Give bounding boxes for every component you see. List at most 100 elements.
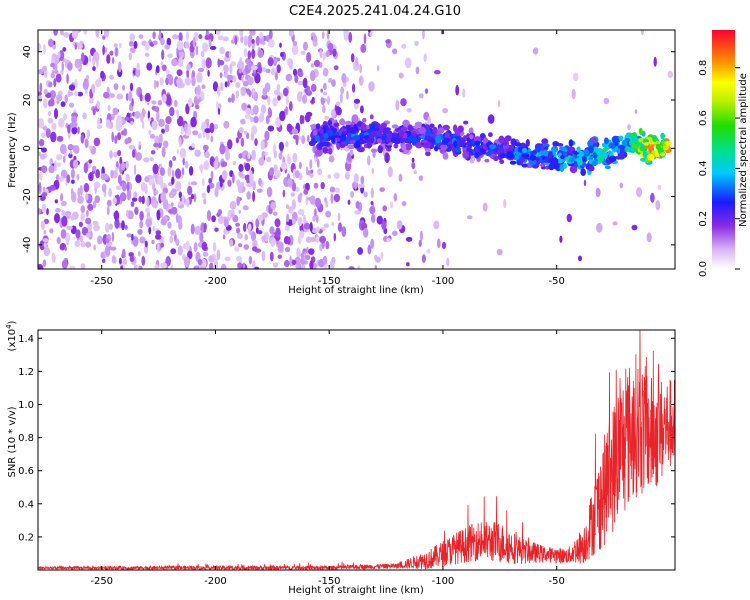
noise-cell bbox=[354, 210, 361, 215]
noise-cell bbox=[275, 227, 281, 239]
noise-cell bbox=[260, 104, 267, 114]
noise-cell bbox=[240, 86, 247, 97]
noise-cell bbox=[43, 98, 48, 109]
signal-cell bbox=[345, 135, 350, 144]
noise-cell bbox=[261, 250, 266, 262]
noise-cell bbox=[156, 111, 160, 122]
noise-cell bbox=[389, 201, 394, 209]
noise-cell bbox=[160, 242, 165, 248]
x-tick-label: -150 bbox=[318, 576, 341, 587]
noise-cell bbox=[171, 176, 175, 185]
noise-cell bbox=[290, 192, 295, 197]
noise-cell bbox=[277, 95, 281, 101]
noise-cell bbox=[222, 36, 229, 42]
noise-cell bbox=[322, 255, 328, 265]
noise-cell bbox=[258, 177, 262, 186]
noise-cell bbox=[303, 41, 308, 51]
noise-cell bbox=[144, 92, 151, 102]
noise-cell bbox=[322, 52, 327, 61]
noise-cell bbox=[48, 38, 54, 48]
noise-cell bbox=[137, 251, 141, 257]
signal-cell bbox=[617, 145, 626, 149]
noise-cell bbox=[367, 30, 371, 33]
noise-cell bbox=[71, 191, 77, 203]
noise-cell bbox=[214, 227, 219, 232]
noise-cell bbox=[257, 230, 263, 235]
noise-cell bbox=[138, 144, 142, 150]
noise-cell bbox=[52, 254, 56, 263]
noise-cell bbox=[303, 188, 309, 195]
noise-cell bbox=[117, 132, 122, 141]
noise-cell bbox=[322, 67, 329, 77]
signal-cell bbox=[359, 132, 364, 137]
noise-cell bbox=[78, 221, 83, 228]
noise-cell bbox=[159, 167, 165, 177]
noise-cell bbox=[208, 38, 212, 48]
signal-cell bbox=[552, 141, 560, 147]
noise-cell bbox=[101, 258, 106, 263]
signal-cell bbox=[440, 144, 448, 151]
signal-cell bbox=[544, 146, 549, 151]
noise-cell bbox=[251, 231, 256, 242]
noise-cell bbox=[237, 182, 243, 194]
signal-cell bbox=[617, 152, 625, 158]
noise-cell bbox=[60, 193, 64, 202]
signal-cell bbox=[509, 160, 517, 165]
noise-cell bbox=[349, 149, 354, 156]
noise-cell bbox=[130, 121, 134, 126]
noise-cell bbox=[61, 259, 68, 269]
noise-cell bbox=[87, 163, 92, 169]
noise-cell bbox=[255, 35, 260, 46]
noise-cell bbox=[190, 116, 197, 128]
noise-cell bbox=[125, 160, 129, 170]
noise-cell bbox=[85, 193, 89, 201]
noise-cell bbox=[313, 182, 319, 189]
signal-cell bbox=[352, 135, 360, 141]
signal-cell bbox=[366, 142, 372, 149]
signal-cell bbox=[407, 124, 413, 132]
noise-cell bbox=[155, 230, 162, 235]
y-tick-label: -20 bbox=[22, 188, 33, 204]
noise-cell bbox=[66, 225, 73, 230]
noise-cell bbox=[59, 176, 64, 182]
noise-cell bbox=[296, 247, 301, 259]
noise-cell bbox=[76, 173, 80, 181]
noise-cell bbox=[418, 239, 422, 247]
noise-cell bbox=[186, 68, 190, 79]
noise-cell bbox=[288, 59, 294, 70]
noise-cell bbox=[80, 241, 86, 248]
noise-cell bbox=[102, 173, 109, 180]
noise-cell bbox=[248, 255, 253, 265]
noise-cell bbox=[406, 108, 412, 113]
noise-cell bbox=[80, 263, 86, 269]
signal-cell bbox=[660, 132, 665, 140]
noise-cell bbox=[129, 33, 136, 42]
noise-cell bbox=[118, 257, 122, 265]
noise-cell bbox=[93, 244, 97, 251]
noise-cell bbox=[133, 264, 138, 269]
noise-cell bbox=[54, 199, 58, 204]
noise-cell bbox=[341, 226, 347, 238]
noise-cell bbox=[171, 169, 175, 179]
noise-cell bbox=[79, 184, 83, 196]
noise-cell bbox=[69, 150, 73, 155]
signal-cell bbox=[580, 168, 587, 176]
snr-multiplier-exponent: 4 bbox=[5, 324, 13, 329]
noise-cell bbox=[286, 213, 290, 223]
noise-cell bbox=[92, 165, 97, 172]
noise-cell bbox=[236, 196, 241, 206]
snr-multiplier: (x104) bbox=[5, 320, 18, 351]
noise-cell bbox=[278, 152, 283, 160]
noise-cell bbox=[67, 91, 74, 96]
noise-cell bbox=[354, 181, 358, 190]
noise-cell bbox=[175, 238, 180, 247]
signal-cell bbox=[429, 123, 435, 129]
noise-cell bbox=[374, 256, 381, 263]
noise-cell bbox=[631, 224, 638, 231]
noise-cell bbox=[249, 116, 254, 123]
noise-cell bbox=[442, 108, 449, 114]
noise-cell bbox=[220, 82, 224, 92]
noise-cell bbox=[193, 242, 198, 253]
noise-cell bbox=[559, 235, 563, 243]
noise-cell bbox=[140, 113, 144, 123]
